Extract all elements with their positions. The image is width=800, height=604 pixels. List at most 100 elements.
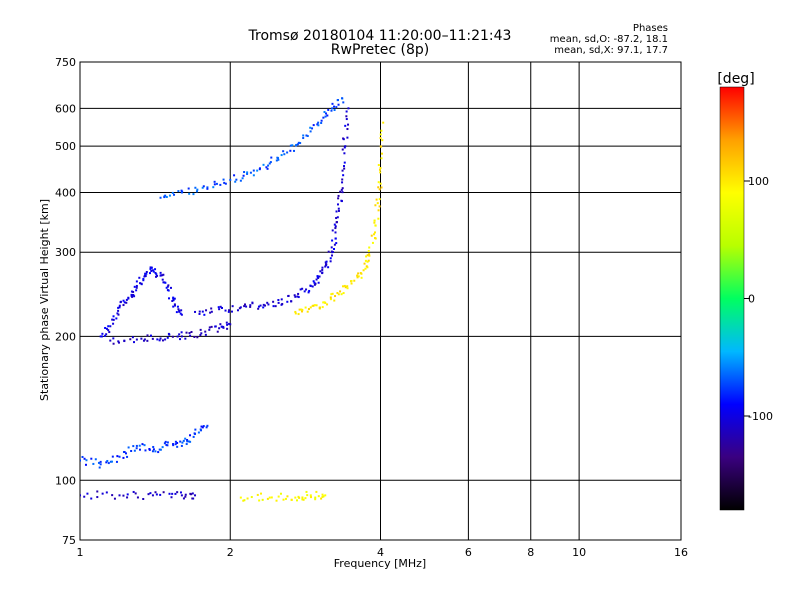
- data-point: [174, 492, 177, 495]
- phase-trace: [239, 490, 327, 502]
- data-point: [142, 497, 145, 500]
- data-point: [336, 216, 339, 219]
- phase-trace: [99, 266, 183, 338]
- data-point: [329, 257, 332, 260]
- data-point: [111, 455, 114, 458]
- data-point: [302, 498, 305, 501]
- data-point: [98, 466, 101, 469]
- data-point: [289, 144, 292, 147]
- phase-trace: [80, 490, 197, 500]
- y-axis-label: Stationary phase Virtual Height [km]: [38, 199, 51, 401]
- data-point: [130, 449, 133, 452]
- data-point: [206, 424, 209, 427]
- data-point: [335, 106, 338, 109]
- data-point: [112, 315, 115, 318]
- data-point: [194, 186, 197, 189]
- data-point: [151, 494, 154, 497]
- data-point: [334, 227, 337, 230]
- data-point: [130, 293, 133, 296]
- data-point: [373, 233, 376, 236]
- data-point: [96, 490, 99, 493]
- data-point: [305, 288, 308, 291]
- data-point: [194, 494, 197, 497]
- data-point: [333, 223, 336, 226]
- data-point: [346, 136, 349, 139]
- data-point: [268, 496, 271, 499]
- data-point: [161, 278, 164, 281]
- data-point: [101, 332, 104, 335]
- data-point: [286, 151, 289, 154]
- data-point: [144, 275, 147, 278]
- data-point: [339, 190, 342, 193]
- data-point: [366, 266, 369, 269]
- data-point: [283, 153, 286, 156]
- data-point: [379, 137, 382, 140]
- data-point: [221, 325, 224, 328]
- data-point: [171, 191, 174, 194]
- data-point: [375, 198, 378, 201]
- data-point: [189, 434, 192, 437]
- data-point: [301, 287, 304, 290]
- data-point: [316, 123, 319, 126]
- data-point: [294, 295, 297, 298]
- data-point: [166, 441, 169, 444]
- data-point: [196, 188, 199, 191]
- data-point: [252, 174, 255, 177]
- data-point: [299, 142, 302, 145]
- data-point: [107, 325, 110, 328]
- data-point: [262, 303, 265, 306]
- y-tick-label: 200: [55, 330, 76, 343]
- data-point: [133, 341, 136, 344]
- data-point: [122, 304, 125, 307]
- data-point: [367, 259, 370, 262]
- data-point: [304, 497, 307, 500]
- data-point: [172, 296, 175, 299]
- data-point: [179, 491, 182, 494]
- data-point: [152, 445, 155, 448]
- data-point: [122, 494, 125, 497]
- data-point: [192, 435, 195, 438]
- y-axis-ticks: 75 100 200 300 400 500 600 750: [55, 56, 76, 547]
- data-point: [133, 285, 136, 288]
- colorbar: [719, 86, 745, 511]
- data-point: [381, 139, 384, 142]
- data-point: [296, 295, 299, 298]
- data-point: [324, 494, 327, 497]
- data-point: [192, 497, 195, 500]
- data-point: [249, 171, 252, 174]
- data-point: [282, 150, 285, 153]
- data-point: [209, 311, 212, 314]
- data-point: [149, 492, 152, 495]
- data-point: [366, 254, 369, 257]
- data-point: [208, 328, 211, 331]
- data-point: [243, 499, 246, 502]
- data-point: [346, 285, 349, 288]
- data-point: [202, 185, 205, 188]
- data-point: [306, 135, 309, 138]
- data-point: [331, 239, 334, 242]
- data-point: [213, 183, 216, 186]
- data-point: [176, 441, 179, 444]
- data-point: [134, 492, 137, 495]
- data-point: [318, 306, 321, 309]
- data-point: [371, 241, 374, 244]
- data-point: [374, 237, 377, 240]
- y-tick-label: 75: [62, 534, 76, 547]
- data-point: [199, 328, 202, 331]
- data-point: [321, 268, 324, 271]
- data-point: [215, 182, 218, 185]
- data-point: [181, 190, 184, 193]
- data-point: [190, 493, 193, 496]
- data-point: [162, 273, 165, 276]
- data-point: [185, 331, 188, 334]
- x-axis-label: Frequency [MHz]: [334, 557, 426, 570]
- stats-line-x: mean, sd,X: 97.1, 17.7: [554, 45, 668, 56]
- data-point: [230, 310, 233, 313]
- data-point: [162, 281, 165, 284]
- data-point: [159, 337, 162, 340]
- data-point: [159, 274, 162, 277]
- data-point: [168, 194, 171, 197]
- data-point: [142, 339, 145, 342]
- data-point: [158, 339, 161, 342]
- data-point: [309, 284, 312, 287]
